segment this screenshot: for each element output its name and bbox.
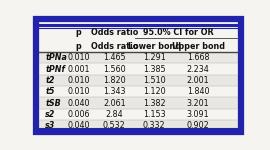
Text: 1.382: 1.382	[143, 99, 166, 108]
Text: 1.840: 1.840	[187, 87, 209, 96]
Text: 2.061: 2.061	[103, 99, 126, 108]
Text: Odds ratio: Odds ratio	[91, 42, 138, 51]
Text: 1.820: 1.820	[103, 76, 126, 85]
Text: s2: s2	[45, 110, 56, 119]
Text: 2.234: 2.234	[187, 64, 210, 74]
Text: 0.532: 0.532	[103, 121, 126, 130]
Text: 3.091: 3.091	[187, 110, 209, 119]
Text: 1.291: 1.291	[143, 53, 166, 62]
Bar	[39, 63, 238, 75]
Text: tSB: tSB	[45, 99, 61, 108]
Text: Odds ratio: Odds ratio	[91, 28, 138, 37]
Text: 1.510: 1.510	[143, 76, 166, 85]
Text: p: p	[76, 28, 82, 37]
Text: Lower bond: Lower bond	[127, 42, 181, 51]
Bar	[39, 97, 238, 109]
Text: p: p	[76, 42, 82, 51]
Text: 1.560: 1.560	[103, 64, 126, 74]
Bar	[39, 120, 238, 131]
Text: 0.040: 0.040	[68, 121, 90, 130]
Text: 1.120: 1.120	[143, 87, 166, 96]
Bar	[39, 52, 238, 63]
Text: 1.668: 1.668	[187, 53, 209, 62]
Text: 1.465: 1.465	[103, 53, 126, 62]
Bar	[39, 109, 238, 120]
Bar	[39, 75, 238, 86]
Text: 0.001: 0.001	[68, 64, 90, 74]
Text: 1.153: 1.153	[143, 110, 166, 119]
Text: 0.010: 0.010	[68, 76, 90, 85]
Text: 0.902: 0.902	[187, 121, 210, 130]
Text: 3.201: 3.201	[187, 99, 209, 108]
Text: 1.385: 1.385	[143, 64, 166, 74]
Text: 2.001: 2.001	[187, 76, 209, 85]
Text: 95.0% CI for OR: 95.0% CI for OR	[143, 28, 214, 37]
Bar	[39, 86, 238, 97]
Text: 0.040: 0.040	[68, 99, 90, 108]
Text: 0.332: 0.332	[143, 121, 166, 130]
Text: 0.010: 0.010	[68, 87, 90, 96]
Text: 1.343: 1.343	[103, 87, 126, 96]
Text: 0.010: 0.010	[68, 53, 90, 62]
Text: 2.84: 2.84	[106, 110, 123, 119]
Text: s3: s3	[45, 121, 56, 130]
Text: 0.006: 0.006	[68, 110, 90, 119]
Text: t5: t5	[45, 87, 55, 96]
Text: tPNa: tPNa	[45, 53, 67, 62]
Text: t2: t2	[45, 76, 55, 85]
Text: tPNf: tPNf	[45, 64, 65, 74]
Text: Upper bond: Upper bond	[171, 42, 225, 51]
